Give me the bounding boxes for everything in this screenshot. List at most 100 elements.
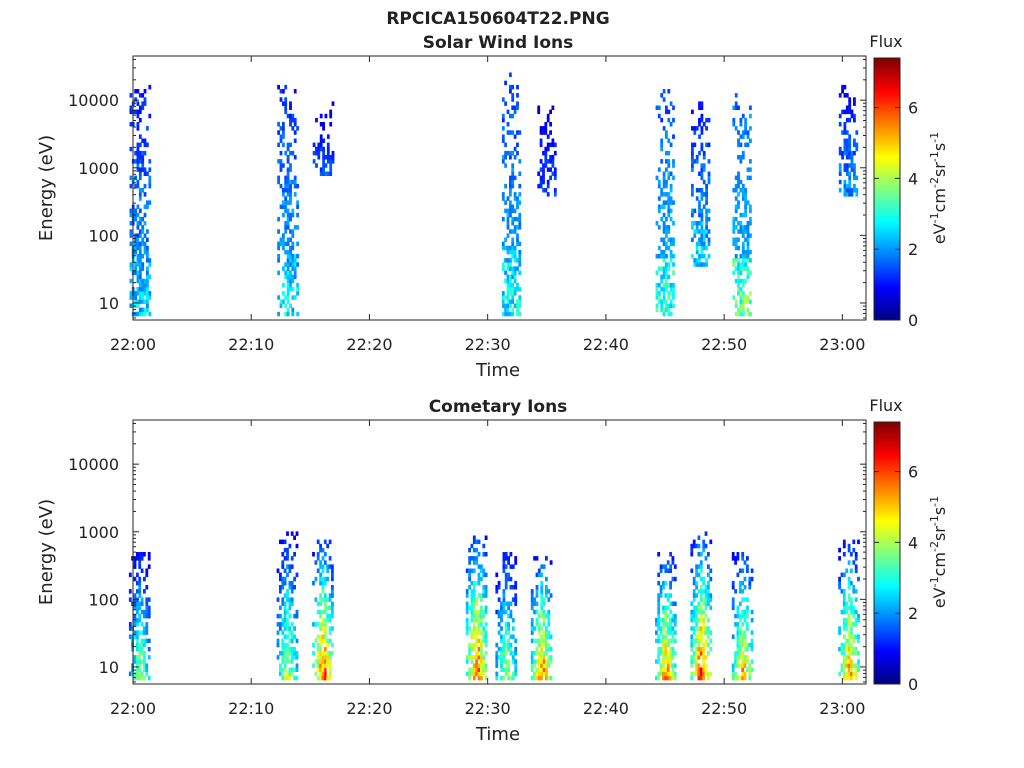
spectrogram-cell [669, 171, 673, 176]
spectrogram-cell [546, 159, 550, 164]
spectrogram-cell [316, 556, 320, 561]
spectrogram-cell [518, 303, 522, 308]
spectrogram-cell [143, 589, 146, 594]
spectrogram-cell [513, 109, 517, 115]
spectrogram-cell [691, 188, 694, 193]
spectrogram-cell [290, 580, 294, 586]
spectrogram-cell [549, 142, 552, 148]
spectrogram-cell [734, 655, 737, 660]
spectrogram-cell [540, 585, 544, 590]
spectrogram-cell [665, 278, 668, 284]
spectrogram-cell [502, 651, 506, 656]
spectrogram-cell [143, 245, 147, 251]
spectrogram-cell [323, 659, 327, 664]
spectrogram-cell [138, 171, 142, 176]
spectrogram-cell [657, 613, 661, 619]
spectrogram-cell [665, 216, 668, 222]
spectrogram-cell [504, 295, 507, 300]
spectrogram-cell [702, 597, 706, 602]
colorbar-segment [874, 137, 900, 141]
spectrogram-cell [312, 580, 315, 586]
spectrogram-cell [511, 179, 515, 185]
spectrogram-cell [657, 282, 661, 288]
spectrogram-cell [504, 642, 508, 648]
spectrogram-cell [739, 212, 743, 218]
spectrogram-cell [854, 634, 858, 639]
spectrogram-cell [134, 159, 137, 164]
spectrogram-cell [286, 291, 290, 296]
spectrogram-cell [286, 556, 289, 561]
spectrogram-cell [470, 543, 474, 549]
spectrogram-cell [843, 93, 847, 98]
spectrogram-cell [141, 216, 145, 222]
spectrogram-cell [857, 651, 860, 656]
spectrogram-cell [665, 287, 668, 292]
x-axis-label: Time [475, 724, 520, 745]
spectrogram-cell [743, 634, 747, 639]
spectrogram-cell [655, 618, 658, 623]
spectrogram-cell [136, 618, 139, 623]
spectrogram-cell [850, 659, 853, 664]
spectrogram-cell [551, 138, 555, 143]
spectrogram-cell [669, 303, 673, 308]
spectrogram-cell [331, 605, 334, 611]
spectrogram-cell [497, 609, 501, 615]
spectrogram-cell [744, 237, 747, 242]
spectrogram-cell [667, 262, 671, 267]
spectrogram-cell [664, 638, 668, 644]
spectrogram-cell [511, 282, 515, 288]
spectrogram-cell [657, 593, 661, 598]
spectrogram-cell [314, 671, 318, 677]
spectrogram-cell [743, 560, 747, 565]
spectrogram-cell [657, 626, 661, 631]
spectrogram-cell [741, 609, 745, 615]
spectrogram-cell [695, 196, 699, 201]
spectrogram-cell [741, 245, 745, 251]
spectrogram-cell [290, 585, 294, 590]
spectrogram-cell [138, 188, 142, 193]
spectrogram-cell [746, 622, 749, 627]
spectrogram-cell [470, 597, 474, 602]
spectrogram-cell [286, 249, 290, 255]
spectrogram-cell [511, 245, 515, 251]
spectrogram-cell [698, 262, 701, 267]
spectrogram-cell [741, 266, 745, 271]
y-axis-label: Energy (eV) [36, 499, 57, 605]
spectrogram-cell [845, 601, 849, 606]
spectrogram-cell [693, 130, 697, 135]
spectrogram-cell [854, 564, 858, 569]
spectrogram-cell [737, 130, 740, 135]
spectrogram-cell [143, 291, 147, 296]
spectrogram-cell [501, 262, 505, 267]
spectrogram-cell [143, 233, 147, 238]
spectrogram-cell [746, 295, 750, 300]
spectrogram-cell [671, 646, 675, 652]
spectrogram-cell [847, 671, 851, 677]
spectrogram-cell [145, 671, 149, 677]
spectrogram-cell [738, 618, 742, 623]
spectrogram-cell [700, 105, 704, 110]
spectrogram-cell [148, 262, 152, 267]
spectrogram-cell [848, 179, 852, 185]
spectrogram-cell [140, 638, 144, 644]
spectrogram-cell [500, 613, 503, 619]
spectrogram-cell [314, 560, 318, 565]
spectrogram-cell [281, 580, 285, 586]
spectrogram-cell [502, 667, 506, 672]
spectrogram-cell [497, 630, 501, 635]
spectrogram-cell [662, 655, 665, 660]
spectrogram-cell [480, 646, 483, 652]
spectrogram-cell [143, 552, 146, 557]
spectrogram-cell [535, 638, 539, 644]
spectrogram-cells [128, 531, 860, 681]
spectrogram-cell [847, 585, 851, 590]
spectrogram-cell [293, 192, 297, 197]
colorbar-segment [874, 311, 900, 315]
spectrogram-cell [290, 630, 294, 635]
spectrogram-cell [666, 568, 670, 573]
colorbar-segment [874, 471, 900, 474]
spectrogram-cell [495, 642, 499, 648]
spectrogram-cell [289, 192, 292, 197]
colorbar-segment [874, 121, 900, 124]
spectrogram-cell [542, 597, 546, 602]
